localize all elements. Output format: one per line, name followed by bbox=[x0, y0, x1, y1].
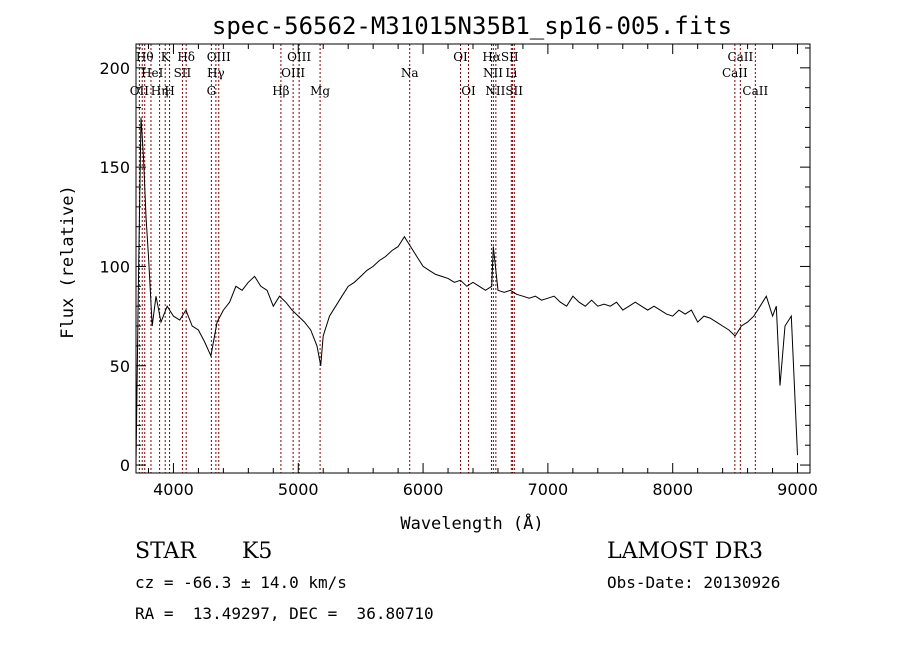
line-annotation-label: Hδ bbox=[177, 50, 195, 64]
line-annotation-label: OI bbox=[461, 84, 476, 98]
line-annotation-label: CaII bbox=[722, 66, 748, 80]
line-annotation-label: OI bbox=[453, 50, 468, 64]
line-annotation-label: G bbox=[207, 84, 217, 98]
spectral-lines bbox=[138, 44, 756, 473]
line-annotation-label: Li bbox=[505, 66, 517, 80]
x-axis-label: Wavelength (Å) bbox=[400, 512, 543, 534]
x-tick-label: 7000 bbox=[528, 480, 569, 499]
line-annotation-label: HeI bbox=[141, 66, 164, 80]
line-annotation-label: CaII bbox=[742, 84, 768, 98]
x-tick-label: 9000 bbox=[777, 480, 818, 499]
y-tick-label: 200 bbox=[99, 59, 130, 78]
x-tick-label: 5000 bbox=[278, 480, 319, 499]
object-type: STAR bbox=[135, 539, 196, 564]
line-annotation-label: Hθ bbox=[136, 50, 154, 64]
x-tick-label: 6000 bbox=[403, 480, 444, 499]
line-annotation-label: OIII bbox=[287, 50, 311, 64]
line-annotations: Hθ K Hδ OIII OIII OI HαSII CaII HeI SII Hγ OIII Na NI… bbox=[130, 50, 769, 98]
y-axis-label: Flux (relative) bbox=[58, 185, 78, 339]
line-annotation-label: CaII bbox=[727, 50, 753, 64]
spectral-subclass: K5 bbox=[242, 539, 273, 564]
spectrum-series bbox=[135, 117, 798, 466]
x-tick-label: 8000 bbox=[652, 480, 693, 499]
line-annotation-label: OII bbox=[130, 84, 150, 98]
redshift-velocity: cz = -66.3 ± 14.0 km/s bbox=[135, 573, 347, 592]
line-annotation-label: H bbox=[164, 84, 174, 98]
line-annotation-label: NIISII bbox=[485, 84, 523, 98]
line-annotation-label: Hη bbox=[151, 84, 169, 98]
axis-ticks: 4000 5000 6000 7000 8000 9000 0 50 100 150 200 bbox=[99, 44, 818, 499]
observation-date: Obs-Date: 20130926 bbox=[607, 573, 781, 592]
y-tick-label: 50 bbox=[110, 357, 130, 376]
y-tick-label: 0 bbox=[120, 456, 130, 475]
y-tick-label: 100 bbox=[99, 257, 130, 276]
survey-name: LAMOST DR3 bbox=[607, 539, 763, 564]
line-annotation-label: OIII bbox=[207, 50, 231, 64]
coordinates: RA = 13.49297, DEC = 36.80710 bbox=[135, 604, 434, 623]
plot-frame bbox=[135, 43, 811, 474]
line-annotation-label: NII bbox=[483, 66, 503, 80]
line-annotation-label: SII bbox=[174, 66, 192, 80]
y-tick-label: 150 bbox=[99, 158, 130, 177]
line-annotation-label: Hγ bbox=[207, 66, 225, 80]
x-tick-label: 4000 bbox=[153, 480, 194, 499]
line-annotation-label: K bbox=[161, 50, 171, 64]
line-annotation-label: OIII bbox=[281, 66, 305, 80]
chart-title: spec-56562-M31015N35B1_sp16-005.fits bbox=[212, 12, 732, 40]
line-annotation-label: Na bbox=[401, 66, 419, 80]
line-annotation-label: Hβ bbox=[272, 84, 289, 98]
line-annotation-label: Mg bbox=[310, 84, 330, 98]
line-annotation-label: HαSII bbox=[482, 50, 519, 64]
